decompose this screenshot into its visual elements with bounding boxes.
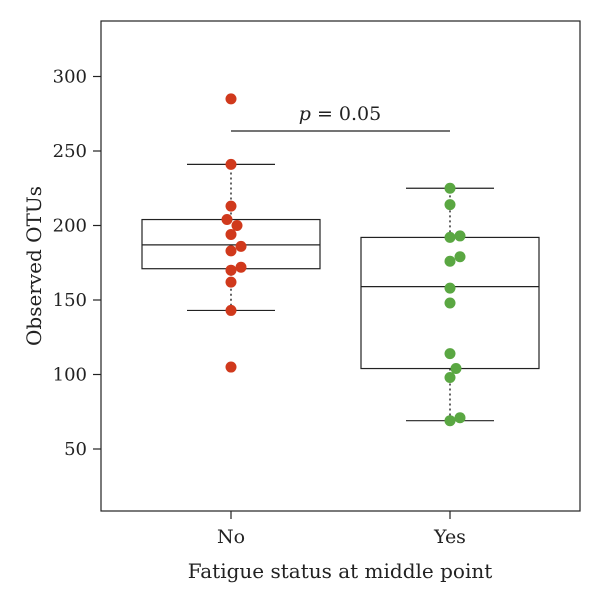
x-tick-label: Yes — [433, 526, 466, 548]
data-point-no — [235, 261, 247, 273]
data-point-no — [225, 276, 237, 288]
data-point-yes — [450, 363, 462, 375]
y-tick-label: 50 — [64, 439, 87, 460]
plot-frame — [100, 20, 581, 512]
data-point-no — [225, 200, 237, 212]
y-tick-label: 200 — [53, 216, 87, 237]
y-axis-title: Observed OTUs — [22, 186, 46, 346]
data-point-no — [225, 304, 237, 316]
p-symbol: p — [299, 103, 311, 125]
data-point-yes — [444, 371, 456, 383]
data-point-yes — [444, 282, 456, 294]
data-point-no — [225, 264, 237, 276]
box-no — [141, 218, 321, 270]
data-points — [221, 93, 466, 427]
data-point-no — [231, 220, 243, 231]
data-point-no — [225, 361, 237, 373]
data-point-yes — [444, 297, 456, 309]
data-point-no — [235, 240, 247, 252]
y-tick-label: 150 — [53, 290, 87, 311]
x-tick-label: No — [217, 526, 245, 548]
data-point-no — [225, 245, 237, 257]
data-point-yes — [444, 415, 456, 427]
data-point-yes — [444, 182, 456, 194]
data-point-yes — [454, 251, 466, 263]
data-point-yes — [444, 348, 456, 360]
data-point-yes — [454, 230, 466, 242]
data-point-yes — [454, 412, 466, 424]
data-point-no — [221, 214, 233, 226]
significance-annotation: p = 0.05 — [231, 103, 450, 132]
data-point-yes — [444, 231, 456, 243]
y-tick-label: 300 — [53, 67, 87, 88]
p-value-label: p = 0.05 — [299, 103, 381, 125]
y-tick-label: 250 — [53, 141, 87, 162]
x-axis: No Yes — [217, 511, 466, 548]
data-point-no — [225, 93, 237, 105]
y-tick-label: 100 — [53, 365, 87, 386]
data-point-no — [225, 228, 237, 240]
box-group — [141, 163, 540, 422]
data-point-no — [225, 158, 237, 170]
y-axis: 50 100 150 200 250 300 — [53, 67, 101, 460]
data-point-yes — [444, 255, 456, 267]
data-point-yes — [444, 199, 456, 211]
p-value-text: = 0.05 — [311, 103, 381, 125]
x-axis-title: Fatigue status at middle point — [188, 559, 493, 583]
